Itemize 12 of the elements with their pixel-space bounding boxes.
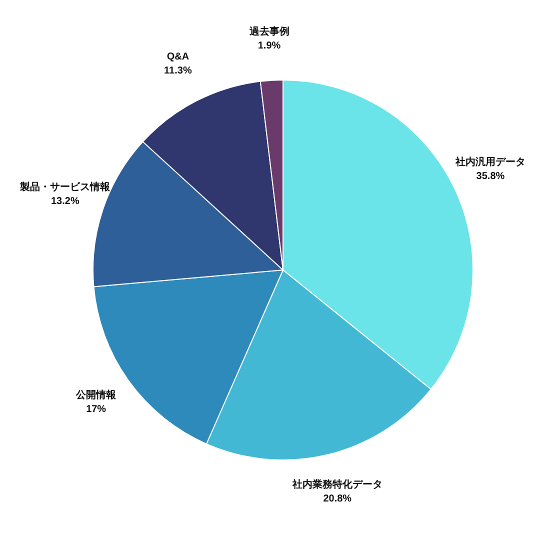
slice-label: Q&A [166,51,190,62]
data-label: 17% [86,404,106,416]
slice-label: 製品・サービス情報 [19,181,112,194]
data-label: 35.8% [476,170,505,182]
slice-label: 社内汎用データ [454,156,526,168]
data-label: 1.9% [258,40,281,52]
data-label: 20.8% [323,493,352,504]
data-label: 13.2% [50,196,80,208]
data-label: 11.3% [164,65,192,76]
slice-label: 過去事例 [248,25,290,38]
slice-label: 社内業務特化データ [291,478,382,490]
slice-label: 公開情報 [75,389,118,402]
